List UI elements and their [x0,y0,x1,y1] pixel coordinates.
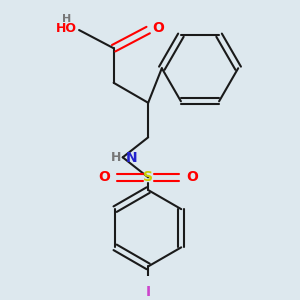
Text: S: S [143,170,153,184]
Text: HO: HO [56,22,77,35]
Text: O: O [152,21,164,35]
Text: N: N [125,151,137,165]
Text: I: I [146,285,151,298]
Text: O: O [186,170,198,184]
Text: O: O [98,170,110,184]
Text: H: H [62,14,71,24]
Text: H: H [110,151,121,164]
